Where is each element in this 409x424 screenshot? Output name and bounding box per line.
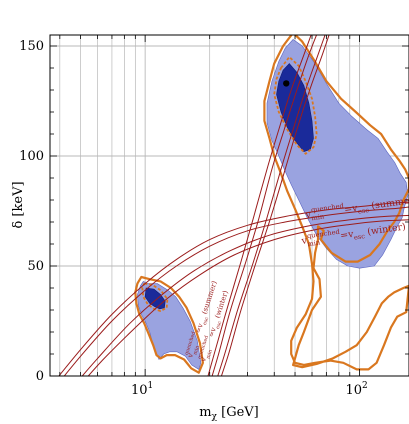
red-curve [81, 214, 409, 376]
y-axis-label: δ [keV] [11, 181, 26, 228]
region-inner [144, 287, 166, 310]
y-tick-label: 0 [36, 369, 44, 384]
red-curve [87, 219, 409, 376]
y-tick-label: 100 [19, 149, 44, 164]
orange-contour [134, 275, 204, 374]
plot-frame [49, 34, 409, 377]
red-curve [58, 201, 409, 376]
y-tick-label: 150 [19, 39, 44, 54]
red-curve [63, 206, 409, 376]
red-curve [211, 35, 318, 376]
y-tick-label: 50 [27, 259, 44, 274]
best-fit-point [283, 80, 290, 87]
x-tick-label: 101 [131, 381, 153, 398]
orange-contour [141, 282, 169, 312]
best-fit-point-layer [283, 80, 290, 87]
plot-border [49, 34, 409, 377]
orange-contour [263, 35, 409, 371]
orange-contours [134, 35, 409, 374]
red-curve [220, 35, 330, 376]
red-curve [217, 35, 326, 376]
red-curve [207, 35, 312, 376]
orange-contour [273, 56, 318, 155]
x-axis-label: mχ [GeV] [199, 405, 259, 422]
red-curves [58, 35, 409, 376]
x-tick-label: 102 [345, 381, 367, 398]
